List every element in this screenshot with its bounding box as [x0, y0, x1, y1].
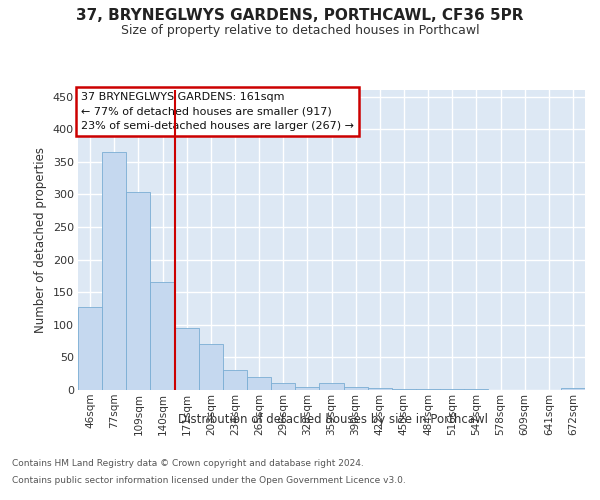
Bar: [344, 386, 368, 390]
Bar: [271, 384, 295, 390]
Bar: [416, 388, 440, 390]
Text: 37 BRYNEGLWYS GARDENS: 161sqm
← 77% of detached houses are smaller (917)
23% of : 37 BRYNEGLWYS GARDENS: 161sqm ← 77% of d…: [80, 92, 353, 131]
Bar: [368, 388, 392, 390]
Bar: [464, 388, 488, 390]
Y-axis label: Number of detached properties: Number of detached properties: [34, 147, 47, 333]
Bar: [199, 344, 223, 390]
Bar: [102, 152, 126, 390]
Bar: [440, 388, 464, 390]
Text: Contains public sector information licensed under the Open Government Licence v3: Contains public sector information licen…: [12, 476, 406, 485]
Text: 37, BRYNEGLWYS GARDENS, PORTHCAWL, CF36 5PR: 37, BRYNEGLWYS GARDENS, PORTHCAWL, CF36 …: [76, 8, 524, 22]
Bar: [295, 386, 319, 390]
Bar: [561, 388, 585, 390]
Bar: [78, 306, 102, 390]
Text: Size of property relative to detached houses in Porthcawl: Size of property relative to detached ho…: [121, 24, 479, 37]
Text: Distribution of detached houses by size in Porthcawl: Distribution of detached houses by size …: [178, 412, 488, 426]
Text: Contains HM Land Registry data © Crown copyright and database right 2024.: Contains HM Land Registry data © Crown c…: [12, 458, 364, 468]
Bar: [126, 192, 151, 390]
Bar: [175, 328, 199, 390]
Bar: [247, 377, 271, 390]
Bar: [319, 384, 344, 390]
Bar: [223, 370, 247, 390]
Bar: [151, 282, 175, 390]
Bar: [392, 388, 416, 390]
